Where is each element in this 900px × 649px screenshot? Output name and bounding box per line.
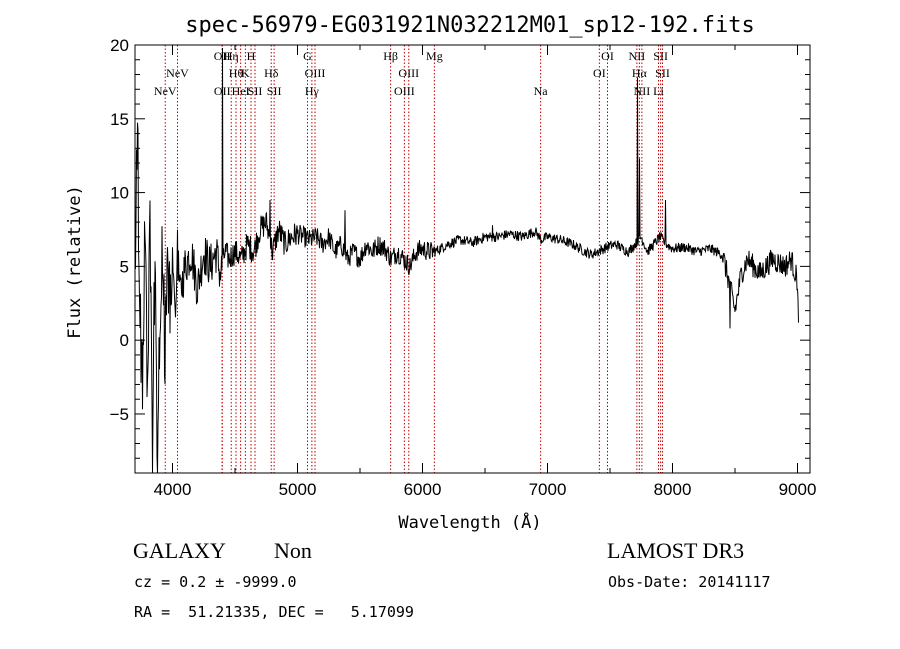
emission-line-label: Hθ xyxy=(229,66,244,80)
emission-line-label: K xyxy=(241,66,250,80)
emission-line-label: G xyxy=(303,49,312,63)
axis-ticks: 4000 5000 6000 7000 8000 9000 −5 0 5 10 15 20 xyxy=(110,36,817,499)
x-tick-label: 4000 xyxy=(154,480,192,499)
emission-line-label: OI xyxy=(601,49,614,63)
x-tick-label: 5000 xyxy=(279,480,317,499)
y-tick-label: 20 xyxy=(110,36,129,55)
y-tick-label: −5 xyxy=(110,405,129,424)
emission-line-label: H xyxy=(247,49,256,63)
emission-line-label: OIII xyxy=(394,84,415,98)
observation-date: Obs-Date: 20141117 xyxy=(608,573,771,591)
emission-line-label: Hγ xyxy=(305,84,320,98)
y-tick-label: 5 xyxy=(120,257,129,276)
x-tick-label: 9000 xyxy=(779,480,817,499)
emission-line-label: SII xyxy=(267,84,282,98)
emission-line-label: SII xyxy=(653,49,668,63)
emission-line-label: Li xyxy=(653,84,664,98)
spectrum-series xyxy=(134,47,799,474)
chart-title: spec-56979-EG031921N032212M01_sp12-192.f… xyxy=(185,13,755,38)
survey-name: LAMOST DR3 xyxy=(607,538,745,563)
emission-line-label: HeI xyxy=(232,84,250,98)
y-axis-title: Flux (relative) xyxy=(65,185,85,339)
emission-line-label: Mg xyxy=(426,49,443,63)
x-tick-label: 7000 xyxy=(529,480,567,499)
spectrum-chart: spec-56979-EG031921N032212M01_sp12-192.f… xyxy=(65,13,817,533)
object-class: GALAXY xyxy=(133,538,226,563)
emission-line-label: SII xyxy=(248,84,263,98)
redshift-value: cz = 0.2 ± -9999.0 xyxy=(134,573,297,591)
emission-line-label: Hβ xyxy=(383,49,398,63)
emission-line-label: Hη xyxy=(224,49,239,63)
emission-line-label: Hδ xyxy=(264,66,279,80)
object-subclass: Non xyxy=(274,538,312,563)
emission-line-label: Hα xyxy=(632,66,648,80)
emission-line-label: NeV xyxy=(154,84,177,98)
y-tick-label: 15 xyxy=(110,110,129,129)
emission-line-label: Na xyxy=(534,84,549,98)
x-tick-label: 8000 xyxy=(654,480,692,499)
emission-line-label: OIII xyxy=(398,66,419,80)
plot-frame xyxy=(134,44,811,474)
sky-coordinates: RA = 51.21335, DEC = 5.17099 xyxy=(134,603,414,621)
y-tick-label: 0 xyxy=(120,331,129,350)
emission-line-label: OIII xyxy=(305,66,326,80)
emission-line-label: NeV xyxy=(166,66,189,80)
emission-line-markers xyxy=(164,45,663,473)
emission-line-label: OI xyxy=(593,66,606,80)
spectrum-line xyxy=(134,47,799,474)
emission-line-label: SII xyxy=(655,66,670,80)
emission-line-labels: NeVNeVOIIOIIHηHθHeIKHSIIHδSIIGOIIIHγHβOI… xyxy=(154,49,670,98)
x-tick-label: 6000 xyxy=(404,480,442,499)
y-tick-label: 10 xyxy=(110,184,129,203)
emission-line-label: NII xyxy=(634,84,651,98)
x-axis-title: Wavelength (Å) xyxy=(398,511,541,533)
emission-line-label: NII xyxy=(629,49,646,63)
